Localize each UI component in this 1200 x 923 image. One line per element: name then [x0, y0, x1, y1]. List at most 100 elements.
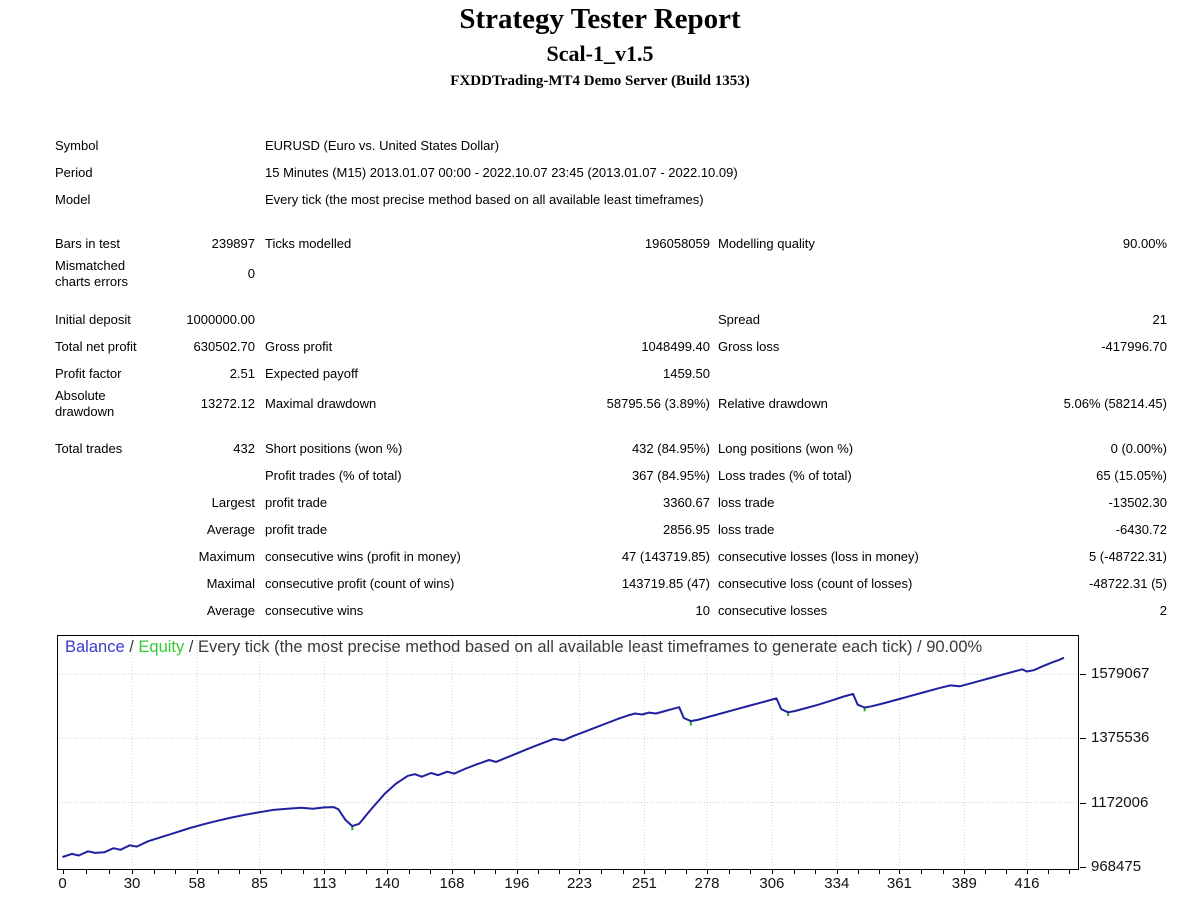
x-axis-label: 389: [951, 875, 977, 892]
stat-value: -13502.30: [1108, 495, 1167, 511]
chart-legend: Balance / Equity / Every tick (the most …: [65, 638, 1073, 657]
x-axis-tick: [985, 870, 987, 874]
y-axis-label: 1375536: [1091, 729, 1150, 747]
stat-value: 1048499.40: [641, 338, 710, 354]
chart-plot-area: Balance / Equity / Every tick (the most …: [57, 635, 1079, 870]
stat-value: 2.51: [229, 365, 255, 381]
stat-value: 239897: [211, 236, 255, 252]
x-axis-label: 58: [188, 875, 206, 892]
x-axis-label: 361: [886, 875, 912, 892]
chart-model-description: Every tick (the most precise method base…: [198, 638, 983, 656]
info-row-model: Model Every tick (the most precise metho…: [55, 186, 1200, 213]
stats-row-net-profit: Total net profit 630502.70 Gross profit …: [55, 334, 1200, 361]
y-axis-label: 968475: [1091, 858, 1142, 875]
stat-value: 90.00%: [1122, 236, 1167, 252]
equity-legend-label: Equity: [138, 638, 185, 656]
stat-value: 21: [1152, 311, 1167, 327]
stat-value: 10: [695, 603, 710, 619]
x-axis-label: 416: [1014, 875, 1040, 892]
x-axis-tick: [644, 870, 646, 874]
stat-value: 0 (0.00%): [1110, 441, 1167, 457]
y-axis-tick: [1080, 867, 1086, 868]
stat-value: 367 (84.95%): [631, 468, 710, 484]
stat-label: Profit trades (% of total): [265, 468, 402, 484]
stat-label: loss trade: [718, 495, 775, 511]
chart-y-axis: 968475 1172006 1375536 1579067: [1079, 635, 1199, 875]
x-axis-tick: [196, 870, 198, 874]
stat-label: consecutive wins: [265, 603, 364, 619]
stat-value: 47 (143719.85): [621, 549, 710, 565]
info-row-symbol: Symbol EURUSD (Euro vs. United States Do…: [55, 132, 1200, 159]
x-axis-tick: [324, 870, 326, 874]
x-axis-tick: [302, 870, 304, 874]
stat-label: Absolute drawdown: [55, 387, 115, 419]
x-axis-tick: [921, 870, 923, 874]
stat-label: Loss trades (% of total): [718, 468, 852, 484]
y-axis-tick: [1080, 674, 1086, 675]
x-axis-tick: [878, 870, 880, 874]
stat-label: Maximal drawdown: [265, 395, 377, 411]
stats-row-maximum-consecutive: Maximum consecutive wins (profit in mone…: [55, 544, 1200, 571]
x-axis-tick: [579, 870, 581, 874]
stat-label: profit trade: [265, 495, 328, 511]
stat-label: consecutive losses: [718, 603, 828, 619]
x-axis-tick: [686, 870, 688, 874]
test-info-table: Symbol EURUSD (Euro vs. United States Do…: [55, 132, 1200, 213]
x-axis-tick: [836, 870, 838, 874]
stat-value: 5.06% (58214.45): [1063, 395, 1167, 411]
x-axis-label: 113: [312, 875, 337, 892]
y-axis-tick: [1080, 738, 1086, 740]
stat-value: 432: [233, 441, 255, 457]
x-axis-tick: [1026, 870, 1028, 874]
info-row-period: Period 15 Minutes (M15) 2013.01.07 00:00…: [55, 159, 1200, 186]
stat-value: -6430.72: [1115, 522, 1167, 538]
legend-separator: /: [184, 638, 199, 656]
chart-x-axis: 0 30 58 85 113 140 168 196 223 251 278 306 334 361 389…: [57, 870, 1079, 900]
symbol-label: Symbol: [55, 138, 99, 153]
stat-label: Modelling quality: [718, 236, 815, 252]
x-axis-tick: [964, 870, 966, 874]
stat-label: consecutive profit (count of wins): [265, 576, 455, 592]
x-axis-tick: [430, 870, 432, 874]
stat-value: 630502.70: [193, 338, 255, 354]
stat-label: Mismatched charts errors: [55, 258, 128, 290]
x-axis-tick: [153, 870, 155, 874]
x-axis-tick: [622, 870, 624, 874]
y-axis-label: 1172006: [1091, 793, 1149, 811]
x-axis-tick: [750, 870, 752, 874]
x-axis-tick: [771, 870, 773, 874]
stat-value: 2: [1159, 603, 1167, 619]
x-axis-tick: [1047, 870, 1049, 874]
x-axis-tick: [601, 870, 603, 874]
x-axis-label: 278: [694, 875, 720, 892]
stats-row-profit-trades: Profit trades (% of total) 367 (84.95%) …: [55, 463, 1200, 490]
model-value: Every tick (the most precise method base…: [265, 192, 704, 207]
x-axis-tick: [942, 870, 944, 874]
balance-legend-label: Balance: [65, 638, 125, 656]
model-label: Model: [55, 192, 91, 207]
stat-label: Total net profit: [55, 338, 137, 354]
stats-row-average-consecutive: Average consecutive wins 10 consecutive …: [55, 598, 1200, 625]
stat-label: Gross profit: [265, 338, 333, 354]
stats-row-bars: Bars in test 239897 Ticks modelled 19605…: [55, 231, 1200, 258]
x-axis-tick: [281, 870, 283, 874]
page-title: Strategy Tester Report: [459, 3, 741, 35]
stat-label: Profit factor: [55, 365, 122, 381]
stat-value: Largest: [211, 495, 255, 511]
x-axis-label: 223: [566, 875, 592, 892]
expert-advisor-name: Scal-1_v1.5: [546, 41, 654, 66]
server-build-line: FXDDTrading-MT4 Demo Server (Build 1353): [450, 73, 750, 89]
x-axis-label: 196: [504, 875, 530, 892]
stat-value: Maximal: [206, 576, 255, 592]
stat-value: 432 (84.95%): [631, 441, 710, 457]
x-axis-tick: [495, 870, 497, 874]
chart-canvas: [59, 637, 1077, 868]
x-axis-tick: [85, 870, 87, 874]
stats-row-initial-deposit: Initial deposit 1000000.00 Spread 21: [55, 307, 1200, 334]
stat-label: Short positions (won %): [265, 441, 403, 457]
x-axis-label: 251: [631, 875, 657, 892]
balance-chart: Balance / Equity / Every tick (the most …: [57, 635, 1200, 900]
x-axis-tick: [451, 870, 453, 874]
x-axis-tick: [728, 870, 730, 874]
stat-value: 1459.50: [663, 365, 710, 381]
